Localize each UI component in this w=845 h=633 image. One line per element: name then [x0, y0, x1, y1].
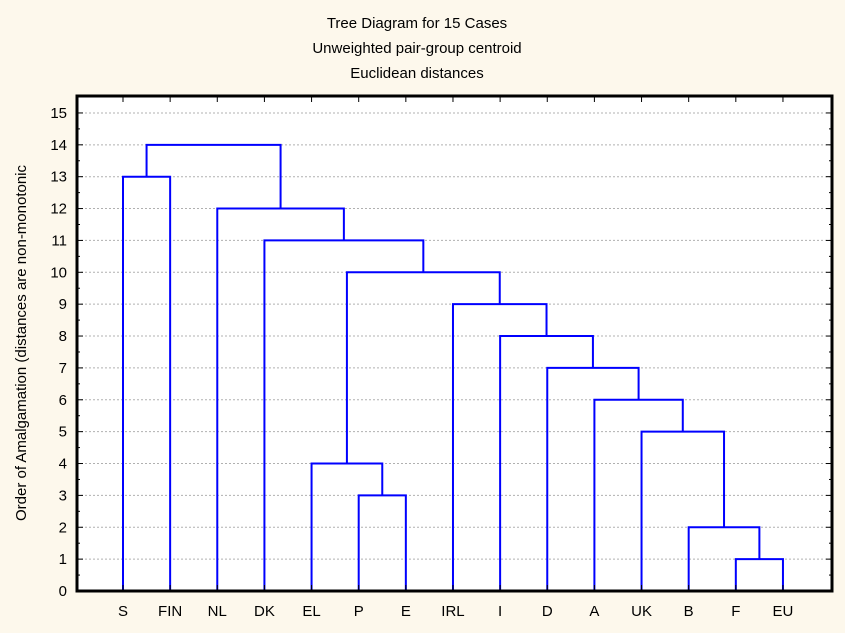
chart-subtitle-1: Unweighted pair-group centroid — [312, 40, 521, 57]
x-tick-label: D — [542, 603, 553, 620]
dendrogram-links — [122, 143, 784, 591]
y-tick-label: 11 — [51, 232, 67, 249]
y-tick-label: 5 — [59, 424, 67, 441]
x-tick-label: F — [731, 603, 740, 620]
x-tick-label: DK — [254, 603, 275, 620]
y-tick-label: 14 — [50, 137, 67, 154]
y-tick-label: 12 — [50, 201, 67, 218]
y-tick-label: 2 — [59, 519, 67, 536]
y-tick-label: 0 — [59, 583, 67, 600]
chart-subtitle-2: Euclidean distances — [350, 65, 483, 82]
y-tick-label: 3 — [59, 487, 67, 504]
x-tick-label: EU — [773, 603, 794, 620]
x-tick-label: S — [118, 603, 128, 620]
chart-title: Tree Diagram for 15 Cases — [327, 15, 507, 32]
x-tick-label: UK — [631, 603, 652, 620]
y-tick-label: 1 — [59, 551, 67, 568]
y-tick-label: 6 — [59, 392, 67, 409]
x-tick-label: EL — [302, 603, 320, 620]
x-tick-label: P — [354, 603, 364, 620]
x-tick-label: NL — [208, 603, 227, 620]
y-tick-label: 9 — [59, 296, 67, 313]
gridlines — [77, 112, 832, 560]
y-axis-label: Order of Amalgamation (distances are non… — [13, 164, 30, 521]
y-tick-label: 15 — [50, 105, 67, 122]
x-tick-label: B — [684, 603, 694, 620]
x-tick-label: I — [498, 603, 502, 620]
plot-area — [77, 96, 832, 591]
y-tick-label: 8 — [59, 328, 67, 345]
axis-ticks — [77, 96, 832, 592]
dendrogram-link — [145, 143, 282, 209]
x-tick-label: FIN — [158, 603, 182, 620]
y-tick-label: 4 — [59, 456, 67, 473]
x-tick-labels: S FIN NL DK EL P E IRL I D A UK B F EU — [118, 603, 793, 620]
y-tick-label: 7 — [59, 360, 67, 377]
y-tick-label: 13 — [50, 169, 67, 186]
y-tick-label: 10 — [50, 264, 67, 281]
x-tick-label: A — [589, 603, 599, 620]
x-tick-label: E — [401, 603, 411, 620]
x-tick-label: IRL — [441, 603, 464, 620]
plot-frame — [75, 94, 834, 593]
